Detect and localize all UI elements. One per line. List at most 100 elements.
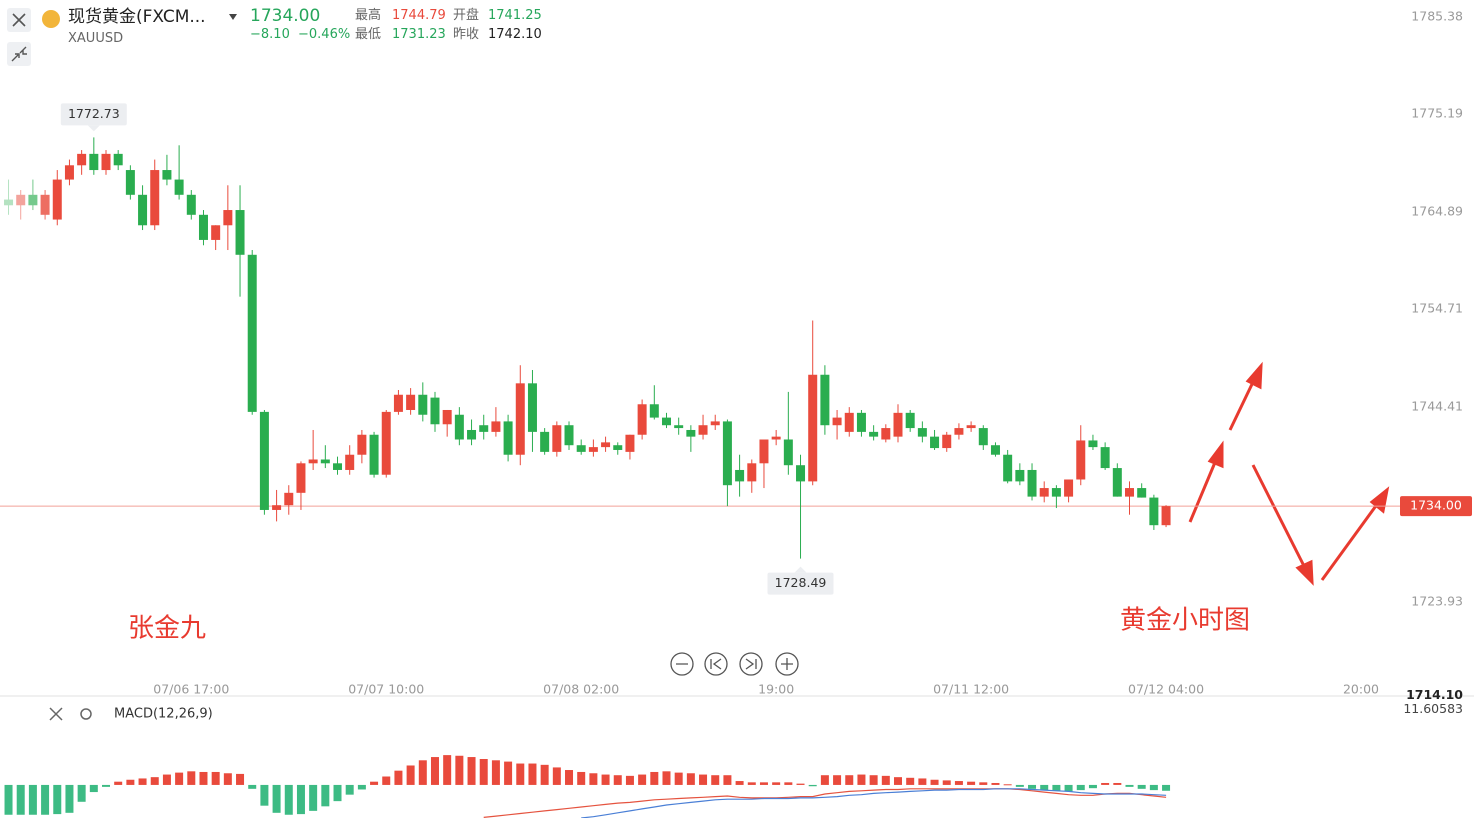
candle-body <box>272 505 282 510</box>
candle-body <box>125 170 135 195</box>
macd-bar <box>223 773 232 785</box>
candle <box>40 190 50 220</box>
step-forward-button[interactable] <box>739 652 763 676</box>
candle-body <box>357 434 367 455</box>
candle <box>796 454 806 559</box>
macd-bar <box>820 775 829 785</box>
gold-icon <box>42 10 60 28</box>
macd-line <box>483 788 1167 818</box>
candle <box>930 429 940 450</box>
candle-body <box>345 454 355 470</box>
macd-bar <box>893 777 902 785</box>
candle-body <box>393 394 403 412</box>
candle-body <box>1112 468 1122 497</box>
candle <box>637 399 647 440</box>
annotation: 张金九 <box>128 614 206 644</box>
candle <box>747 459 757 493</box>
candle <box>491 407 501 437</box>
macd-bar <box>845 775 854 785</box>
candle-body <box>296 463 306 493</box>
x-tick-label: 07/12 04:00 <box>1128 682 1204 697</box>
candle-body <box>771 436 781 440</box>
macd-bar <box>881 775 890 785</box>
candle <box>686 425 696 452</box>
macd-bar <box>4 784 13 815</box>
macd-bar <box>577 771 586 785</box>
candle-body <box>564 425 574 446</box>
candle <box>698 414 708 440</box>
candle <box>1161 505 1171 528</box>
candle <box>1051 485 1061 509</box>
candle <box>735 454 745 497</box>
stat-label: 开盘 <box>453 8 480 23</box>
candle-body <box>1125 488 1135 497</box>
arrow <box>1228 379 1256 431</box>
candle <box>125 165 135 200</box>
candle-body <box>52 179 62 220</box>
macd-close[interactable] <box>49 707 63 721</box>
y-tick-label: 1775.19 <box>1411 105 1463 120</box>
last-price: 1734.00 <box>250 6 321 26</box>
candle <box>1039 481 1049 503</box>
y-tick-label: 1744.41 <box>1411 399 1463 414</box>
macd-bar <box>723 775 732 785</box>
zoom-controls <box>670 652 799 676</box>
candle-body <box>211 225 221 240</box>
arrow <box>1320 502 1380 581</box>
candle <box>588 439 598 457</box>
stat-value: 1744.79 <box>392 8 446 23</box>
candle-body <box>905 412 915 429</box>
candle <box>674 417 684 435</box>
candle-body <box>235 210 245 255</box>
macd-bar <box>1125 784 1134 787</box>
candle <box>1125 481 1135 515</box>
step-back-button[interactable] <box>704 652 728 676</box>
macd-bar <box>1113 782 1122 785</box>
candle <box>917 421 927 443</box>
candle-body <box>869 431 879 437</box>
candle-body <box>796 465 806 482</box>
candle <box>1076 425 1086 486</box>
y-tick-label: 11.60583 <box>1403 701 1463 716</box>
candle-body <box>759 439 769 464</box>
candle <box>625 434 635 460</box>
macd-settings[interactable] <box>80 708 92 720</box>
candle-body <box>16 194 26 206</box>
candle-body <box>40 194 50 215</box>
candle-body <box>637 404 647 435</box>
candle-body <box>917 428 927 437</box>
macd-bar <box>1003 784 1012 786</box>
candle-body <box>674 425 684 429</box>
candle-body <box>881 428 891 440</box>
y-tick-label: 1714.10 <box>1406 687 1463 702</box>
candle-body <box>369 434 379 475</box>
dropdown-icon[interactable] <box>229 14 237 20</box>
candle <box>1015 463 1025 486</box>
candle-body <box>930 436 940 449</box>
candle-body <box>747 463 757 482</box>
candle-body <box>1076 440 1086 480</box>
candle-body <box>1088 440 1098 448</box>
candle <box>649 385 659 420</box>
candle-body <box>527 383 537 432</box>
stat-value: 1741.25 <box>488 8 542 23</box>
candle <box>552 421 562 457</box>
macd-bar <box>833 775 842 785</box>
candle-body <box>101 153 111 171</box>
macd-bar <box>930 779 939 785</box>
current-price-label: 1734.00 <box>1410 498 1462 513</box>
price-change-pct: −0.46% <box>298 27 351 42</box>
candle-body <box>138 194 148 226</box>
macd-bar <box>857 774 866 785</box>
drawn-arrows <box>1188 361 1390 586</box>
symbol-code: XAUUSD <box>68 31 124 46</box>
candle-body <box>954 428 964 435</box>
candle <box>198 210 208 246</box>
macd-bar <box>65 784 74 813</box>
candle-body <box>198 214 208 240</box>
candle <box>16 190 26 220</box>
candle-body <box>64 165 74 180</box>
macd-bar <box>16 784 25 815</box>
candle-body <box>1137 488 1147 498</box>
candle <box>564 421 574 450</box>
